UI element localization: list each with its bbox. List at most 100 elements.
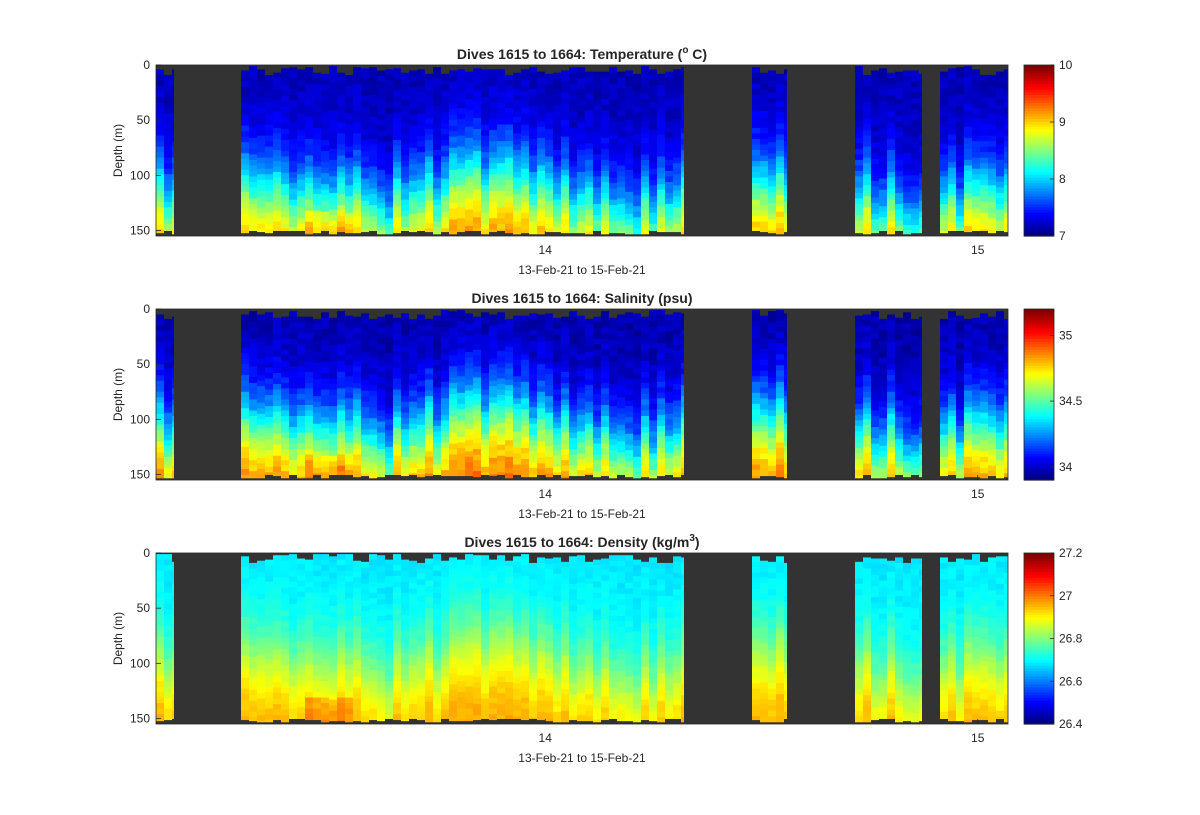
heatmap-cell bbox=[895, 209, 903, 216]
heatmap-cell bbox=[964, 429, 972, 436]
heatmap-cell bbox=[369, 72, 377, 79]
heatmap-cell bbox=[871, 109, 879, 116]
heatmap-cell bbox=[609, 466, 617, 473]
heatmap-cell bbox=[585, 412, 593, 419]
heatmap-cell bbox=[481, 185, 489, 192]
heatmap-cell bbox=[425, 173, 433, 180]
y-axis-label: Depth (m) bbox=[111, 368, 125, 421]
heatmap-cell bbox=[903, 103, 911, 110]
heatmap-cell bbox=[940, 324, 948, 331]
heatmap-cell bbox=[633, 156, 641, 163]
heatmap-cell bbox=[625, 120, 633, 127]
heatmap-cell bbox=[593, 110, 601, 117]
colorbar-step bbox=[1024, 161, 1054, 165]
heatmap-cell bbox=[529, 429, 537, 436]
axes-frame bbox=[155, 308, 1009, 481]
heatmap-cell bbox=[537, 408, 545, 415]
heatmap-cell bbox=[665, 325, 673, 332]
heatmap-cell bbox=[863, 135, 871, 142]
heatmap-cell bbox=[172, 190, 174, 197]
heatmap-cell bbox=[457, 124, 465, 131]
heatmap-cell bbox=[776, 310, 784, 317]
heatmap-cell bbox=[281, 217, 289, 224]
heatmap-cell bbox=[609, 334, 617, 341]
heatmap-cell bbox=[863, 358, 871, 365]
heatmap-cell bbox=[505, 352, 513, 359]
heatmap-cell bbox=[752, 216, 760, 223]
heatmap-cell bbox=[305, 333, 313, 340]
heatmap-cell bbox=[617, 386, 625, 393]
heatmap-cell bbox=[521, 102, 529, 109]
heatmap-cell bbox=[1004, 102, 1008, 109]
heatmap-cell bbox=[601, 88, 609, 95]
heatmap-cell bbox=[760, 216, 768, 223]
heatmap-cell bbox=[681, 329, 684, 336]
heatmap-cell bbox=[964, 204, 972, 211]
heatmap-cell bbox=[988, 388, 996, 395]
heatmap-cell bbox=[980, 190, 988, 197]
heatmap-cell bbox=[377, 421, 385, 428]
heatmap-cell bbox=[948, 112, 956, 119]
heatmap-cell bbox=[257, 408, 265, 415]
heatmap-cell bbox=[513, 403, 521, 410]
heatmap-cell bbox=[377, 349, 385, 356]
heatmap-cell bbox=[353, 438, 361, 445]
heatmap-cell bbox=[903, 328, 911, 335]
heatmap-cell bbox=[441, 73, 449, 80]
heatmap-cell bbox=[768, 153, 776, 160]
heatmap-cell bbox=[481, 96, 489, 104]
heatmap-cell bbox=[289, 366, 297, 373]
y-tick-label: 150 bbox=[130, 467, 150, 481]
heatmap-cell bbox=[425, 451, 433, 458]
heatmap-cell bbox=[625, 334, 633, 341]
heatmap-cell bbox=[569, 322, 577, 329]
heatmap-cell bbox=[473, 112, 481, 119]
heatmap-cell bbox=[337, 311, 345, 318]
heatmap-cell bbox=[940, 181, 948, 188]
heatmap-cell bbox=[425, 128, 433, 136]
heatmap-cell bbox=[497, 466, 505, 473]
heatmap-cell bbox=[329, 433, 337, 440]
heatmap-cell bbox=[855, 337, 863, 344]
heatmap-cell bbox=[956, 370, 964, 377]
heatmap-cell bbox=[497, 201, 505, 208]
heatmap-cell bbox=[385, 130, 393, 137]
heatmap-cell bbox=[681, 473, 684, 475]
heatmap-cell bbox=[585, 170, 593, 177]
heatmap-cell bbox=[569, 188, 577, 195]
heatmap-cell bbox=[940, 220, 948, 227]
heatmap-cell bbox=[505, 218, 513, 225]
heatmap-cell bbox=[305, 344, 313, 351]
colorbar-step bbox=[1024, 179, 1054, 184]
heatmap-cell bbox=[449, 197, 457, 204]
heatmap-cell bbox=[577, 436, 585, 443]
heatmap-cell bbox=[505, 324, 513, 331]
heatmap-cell bbox=[377, 120, 385, 127]
heatmap-cell bbox=[1004, 363, 1008, 370]
heatmap-cell bbox=[980, 229, 988, 231]
heatmap-cell bbox=[871, 322, 879, 329]
heatmap-cell bbox=[289, 227, 297, 231]
heatmap-cell bbox=[537, 358, 545, 365]
heatmap-cell bbox=[972, 439, 980, 446]
heatmap-cell bbox=[257, 336, 265, 343]
heatmap-cell bbox=[633, 167, 641, 174]
heatmap-cell bbox=[393, 151, 401, 158]
heatmap-cell bbox=[241, 325, 249, 332]
heatmap-cell bbox=[855, 420, 863, 427]
heatmap-cell bbox=[879, 396, 887, 403]
colorbar-step bbox=[1024, 91, 1054, 95]
heatmap-cell bbox=[369, 105, 377, 112]
heatmap-cell bbox=[441, 173, 449, 180]
heatmap-cell bbox=[297, 377, 305, 384]
heatmap-cell bbox=[473, 206, 481, 213]
heatmap-cell bbox=[313, 122, 321, 129]
heatmap-cell bbox=[164, 152, 172, 159]
heatmap-cell bbox=[681, 166, 684, 173]
heatmap-cell bbox=[879, 379, 887, 386]
heatmap-cell bbox=[625, 472, 633, 478]
heatmap-cell bbox=[996, 137, 1004, 144]
heatmap-cell bbox=[665, 165, 673, 172]
heatmap-cell bbox=[641, 355, 649, 362]
heatmap-cell bbox=[601, 465, 609, 472]
